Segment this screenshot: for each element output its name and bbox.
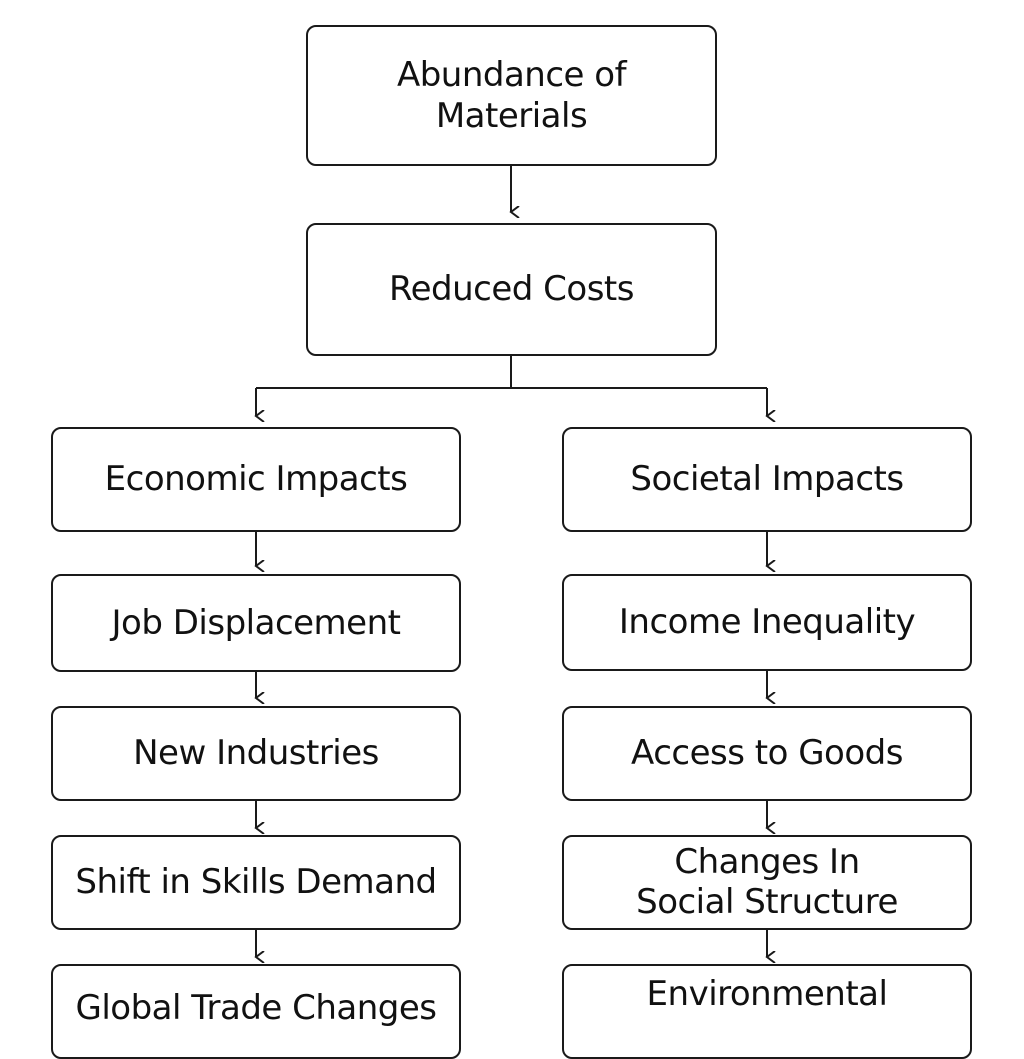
node-new-industries-label: New Industries xyxy=(133,733,379,774)
node-environmental: Environmental xyxy=(562,964,972,1059)
node-job-displacement: Job Displacement xyxy=(51,574,461,672)
node-abundance-of-materials: Abundance of Materials xyxy=(306,25,717,166)
node-abundance-line2: Materials xyxy=(435,95,588,136)
node-income-inequality: Income Inequality xyxy=(562,574,972,671)
node-reduced-costs: Reduced Costs xyxy=(306,223,717,356)
node-economic-impacts-label: Economic Impacts xyxy=(104,459,408,500)
node-social-structure-line2: Social Structure xyxy=(636,881,898,922)
node-access-to-goods-label: Access to Goods xyxy=(631,733,903,774)
node-access-to-goods: Access to Goods xyxy=(562,706,972,801)
node-social-structure-line1: Changes In xyxy=(674,842,860,883)
node-societal-impacts: Societal Impacts xyxy=(562,427,972,532)
node-abundance-line1: Abundance of xyxy=(396,54,627,95)
node-environmental-label: Environmental xyxy=(646,974,888,1014)
node-global-trade-changes-label: Global Trade Changes xyxy=(75,988,437,1028)
node-shift-in-skills-demand-label: Shift in Skills Demand xyxy=(75,862,437,903)
node-global-trade-changes: Global Trade Changes xyxy=(51,964,461,1059)
node-shift-in-skills-demand: Shift in Skills Demand xyxy=(51,835,461,930)
node-job-displacement-label: Job Displacement xyxy=(111,602,401,643)
node-income-inequality-label: Income Inequality xyxy=(618,602,916,643)
node-reduced-costs-label: Reduced Costs xyxy=(389,269,634,310)
connector-arrows xyxy=(0,166,1024,1024)
node-societal-impacts-label: Societal Impacts xyxy=(630,459,904,500)
node-new-industries: New Industries xyxy=(51,706,461,801)
node-economic-impacts: Economic Impacts xyxy=(51,427,461,532)
node-changes-in-social-structure: Changes In Social Structure xyxy=(562,835,972,930)
